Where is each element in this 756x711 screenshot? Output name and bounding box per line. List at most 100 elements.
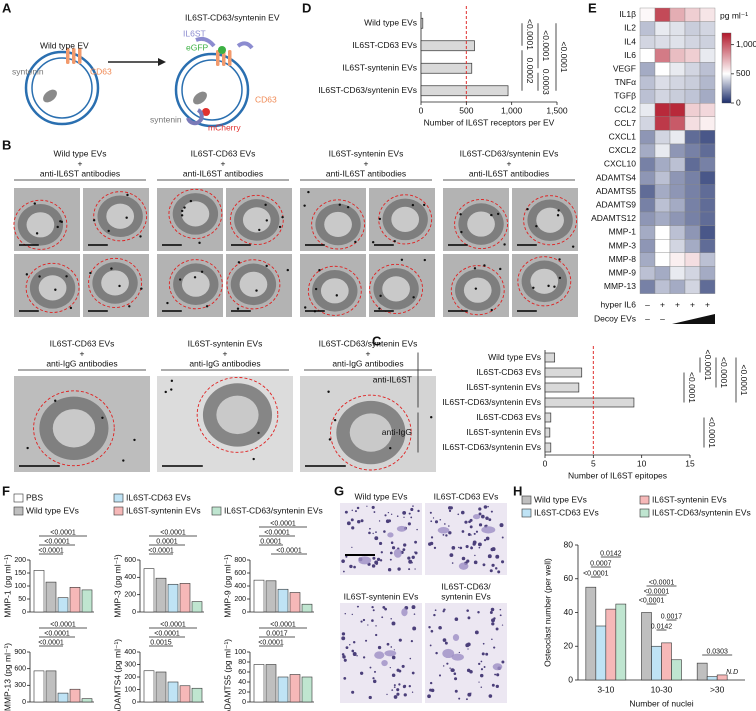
y-tick-label: 200 <box>234 596 246 603</box>
cell <box>391 655 396 660</box>
heat-cell <box>639 7 656 22</box>
condition-mark: + <box>690 299 695 309</box>
cell <box>353 652 357 656</box>
cell <box>396 515 399 517</box>
legend-label: Wild type EVs <box>534 494 587 504</box>
heat-cell <box>684 130 701 145</box>
gold-particle <box>128 305 131 308</box>
y-tick-label: 0 <box>242 699 246 706</box>
image-title: syntenin EVs <box>441 591 491 601</box>
x-tick-label: 1,500 <box>546 105 568 115</box>
cell <box>467 692 472 697</box>
cell <box>346 521 351 526</box>
y-axis-title: MMP-1 (pg ml⁻¹) <box>2 554 12 618</box>
cell <box>469 669 473 674</box>
cell <box>410 516 413 519</box>
cell <box>458 651 460 654</box>
bar <box>191 601 203 613</box>
cell <box>382 605 386 609</box>
y-axis-title: ADAMTS5 (pg ml⁻¹) <box>222 639 232 711</box>
cell <box>341 632 346 636</box>
row-label: MMP-9 <box>609 267 637 277</box>
y-tick-label: 80 <box>564 539 574 549</box>
panel-letter: D <box>302 0 311 15</box>
cell <box>490 607 495 612</box>
osteoclast <box>492 663 503 671</box>
p-value: 0.0002 <box>525 58 535 84</box>
legend-swatch <box>113 493 124 503</box>
cell <box>373 670 376 673</box>
gold-particle <box>314 287 318 291</box>
condition-mark: – <box>660 313 665 323</box>
heat-cell <box>654 48 671 63</box>
cell <box>391 689 394 691</box>
gold-particle <box>327 390 330 393</box>
ev-core <box>536 207 564 233</box>
gold-particle <box>535 224 538 228</box>
cell <box>458 697 461 700</box>
cell <box>435 651 438 655</box>
cell <box>408 684 411 688</box>
x-tick-label: 5 <box>591 458 596 468</box>
gold-particle <box>35 232 39 235</box>
cell <box>402 685 406 689</box>
colorbar-tick-label: 500 <box>736 68 750 78</box>
cell <box>390 617 392 620</box>
cell <box>473 532 476 535</box>
cell <box>360 519 364 523</box>
bar <box>265 580 277 613</box>
cell <box>352 641 356 644</box>
ev-outline <box>93 191 148 242</box>
gold-particle <box>236 307 240 310</box>
cell <box>499 523 504 528</box>
panel-letter: B <box>2 137 11 152</box>
heat-cell <box>684 48 701 63</box>
bar <box>277 676 289 703</box>
ev-core <box>324 211 352 238</box>
gold-particle <box>54 399 57 402</box>
ev-core <box>106 203 135 229</box>
cell <box>410 640 414 643</box>
cell <box>416 528 418 531</box>
p-value: <0.0001 <box>264 529 290 536</box>
cell <box>469 518 473 522</box>
cell <box>482 563 486 567</box>
cell <box>458 546 460 549</box>
gold-particle <box>118 284 121 288</box>
cell <box>386 693 388 696</box>
heat-cell <box>669 252 686 267</box>
panel-letter: C <box>372 333 382 348</box>
cell <box>501 660 505 664</box>
gold-particle <box>338 203 341 206</box>
ev-core <box>349 413 392 452</box>
p-value: <0.0001 <box>38 547 64 554</box>
cell <box>474 630 479 635</box>
heat-cell <box>654 252 671 267</box>
cell <box>442 533 445 536</box>
bar <box>544 352 556 363</box>
group-label: anti-IgG <box>382 427 412 437</box>
bar <box>585 586 597 681</box>
cell <box>501 536 504 539</box>
bar <box>45 581 57 613</box>
cell <box>357 520 361 524</box>
cell <box>362 618 366 622</box>
bar <box>179 583 191 613</box>
bar <box>544 412 552 423</box>
heat-cell <box>699 62 716 77</box>
ev-core <box>38 275 67 301</box>
heat-cell <box>684 116 701 131</box>
condition-mark: – <box>645 313 650 323</box>
heat-cell <box>699 143 716 158</box>
label: syntenin <box>150 114 182 124</box>
category-label: IL6ST-CD63 EVs <box>352 40 417 50</box>
heat-cell <box>654 62 671 77</box>
ev-outline <box>168 259 223 310</box>
ev-core <box>181 271 210 297</box>
p-value: <0.0001 <box>44 630 70 637</box>
header: anti-IgG antibodies <box>332 358 403 368</box>
heat-cell <box>684 170 701 185</box>
cell <box>362 656 366 659</box>
gold-particle <box>255 289 258 292</box>
row-label: IL4 <box>624 36 636 46</box>
